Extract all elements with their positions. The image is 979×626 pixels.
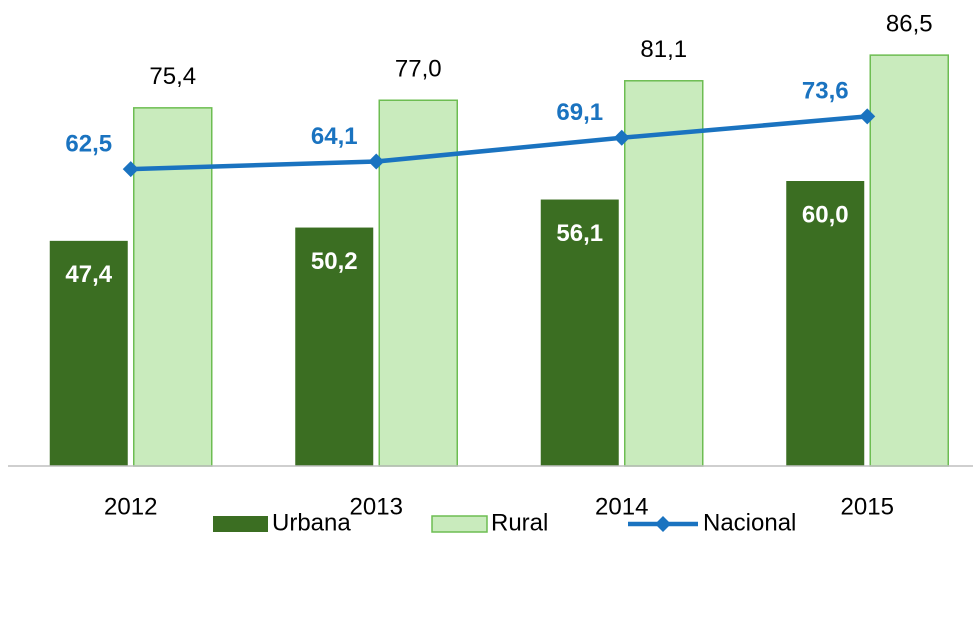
bar xyxy=(786,181,865,466)
data-label: 75,4 xyxy=(149,63,196,90)
data-label: 86,5 xyxy=(886,10,933,37)
bar xyxy=(869,54,949,467)
legend-swatch xyxy=(431,515,488,533)
bar xyxy=(540,199,619,466)
bar xyxy=(295,227,374,466)
data-label: 73,6 xyxy=(802,78,849,105)
bar xyxy=(133,107,213,467)
legend-label: Urbana xyxy=(272,509,351,536)
x-tick-label: 2015 xyxy=(841,493,894,520)
legend-swatch xyxy=(213,516,268,532)
bar xyxy=(624,80,704,467)
data-label: 64,1 xyxy=(311,123,358,150)
data-label: 81,1 xyxy=(640,36,687,63)
marker xyxy=(613,129,630,146)
x-tick-label: 2013 xyxy=(350,493,403,520)
data-label: 62,5 xyxy=(65,130,112,157)
bar xyxy=(49,240,128,466)
x-tick-label: 2012 xyxy=(104,493,157,520)
marker xyxy=(122,161,139,178)
data-label: 69,1 xyxy=(556,99,603,126)
x-tick-label: 2014 xyxy=(595,493,648,520)
legend-label: Rural xyxy=(491,509,548,536)
line xyxy=(130,114,868,172)
legend-marker xyxy=(655,516,671,532)
data-label: 77,0 xyxy=(395,56,442,83)
legend-label: Nacional xyxy=(703,509,796,536)
marker xyxy=(859,108,876,125)
marker xyxy=(368,153,385,170)
data-label: 50,2 xyxy=(311,248,358,275)
data-label: 60,0 xyxy=(802,201,849,228)
data-label: 47,4 xyxy=(65,261,112,288)
data-label: 56,1 xyxy=(556,220,603,247)
